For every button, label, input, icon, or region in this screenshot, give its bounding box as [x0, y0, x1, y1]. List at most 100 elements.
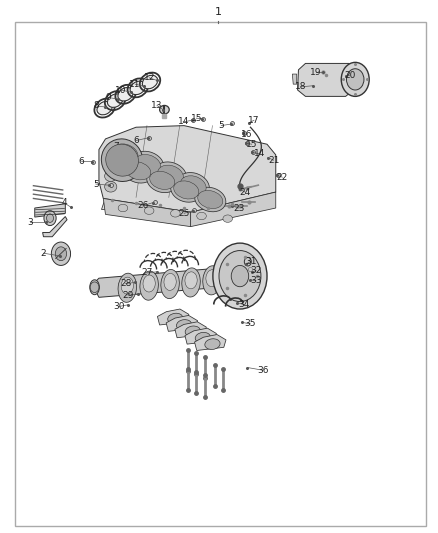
- Text: 3: 3: [28, 218, 33, 227]
- Text: 31: 31: [246, 257, 257, 265]
- Ellipse shape: [142, 75, 158, 89]
- Text: 23: 23: [233, 204, 244, 213]
- Ellipse shape: [170, 209, 180, 217]
- Text: 25: 25: [178, 209, 190, 218]
- Ellipse shape: [97, 101, 112, 115]
- Ellipse shape: [154, 162, 187, 188]
- Ellipse shape: [150, 171, 175, 189]
- Ellipse shape: [147, 168, 178, 192]
- Text: 36: 36: [257, 366, 268, 375]
- Ellipse shape: [105, 181, 117, 192]
- Ellipse shape: [177, 173, 209, 199]
- Ellipse shape: [182, 268, 200, 297]
- Polygon shape: [166, 316, 198, 332]
- Circle shape: [244, 257, 251, 266]
- Ellipse shape: [132, 151, 164, 177]
- Text: 21: 21: [268, 156, 279, 165]
- Polygon shape: [297, 63, 354, 96]
- Ellipse shape: [185, 272, 197, 289]
- Ellipse shape: [90, 280, 99, 295]
- Text: 32: 32: [251, 266, 262, 275]
- Text: 14: 14: [254, 149, 265, 158]
- Ellipse shape: [206, 270, 218, 287]
- Text: 33: 33: [251, 276, 262, 285]
- Text: 8: 8: [93, 101, 99, 110]
- Polygon shape: [175, 322, 206, 338]
- Text: 5: 5: [218, 121, 224, 130]
- Polygon shape: [101, 197, 141, 209]
- Text: 9: 9: [105, 93, 111, 102]
- Polygon shape: [103, 198, 191, 227]
- Text: 22: 22: [277, 173, 288, 182]
- Polygon shape: [157, 309, 189, 325]
- Ellipse shape: [118, 204, 128, 212]
- Ellipse shape: [118, 87, 133, 101]
- Text: 20: 20: [344, 70, 356, 79]
- Ellipse shape: [174, 181, 199, 199]
- Polygon shape: [35, 204, 65, 217]
- Ellipse shape: [195, 333, 211, 343]
- Circle shape: [346, 69, 364, 90]
- Ellipse shape: [161, 270, 179, 298]
- Circle shape: [231, 265, 249, 287]
- Ellipse shape: [105, 171, 117, 181]
- Ellipse shape: [135, 155, 161, 174]
- Ellipse shape: [158, 165, 184, 185]
- Text: 28: 28: [120, 279, 131, 288]
- Polygon shape: [191, 192, 276, 227]
- Ellipse shape: [126, 162, 151, 180]
- Circle shape: [219, 251, 261, 302]
- Text: 34: 34: [239, 300, 250, 309]
- Polygon shape: [42, 216, 67, 237]
- Text: 29: 29: [123, 290, 134, 300]
- Ellipse shape: [164, 273, 176, 290]
- Circle shape: [55, 247, 67, 261]
- Ellipse shape: [223, 215, 233, 222]
- Ellipse shape: [168, 313, 183, 324]
- Ellipse shape: [180, 176, 206, 196]
- Ellipse shape: [198, 190, 223, 208]
- Text: 10: 10: [116, 85, 127, 94]
- Text: 24: 24: [240, 188, 251, 197]
- Ellipse shape: [106, 144, 138, 176]
- Ellipse shape: [107, 94, 123, 107]
- Text: 16: 16: [241, 130, 253, 139]
- Text: 26: 26: [137, 201, 148, 211]
- Polygon shape: [99, 126, 276, 212]
- Ellipse shape: [203, 266, 221, 295]
- Ellipse shape: [205, 339, 220, 350]
- Text: 30: 30: [114, 302, 125, 311]
- Ellipse shape: [121, 277, 134, 294]
- Text: 1: 1: [215, 6, 222, 17]
- Circle shape: [51, 242, 71, 265]
- Circle shape: [90, 282, 99, 293]
- Ellipse shape: [130, 81, 145, 95]
- Ellipse shape: [197, 212, 206, 220]
- Ellipse shape: [177, 320, 192, 330]
- Ellipse shape: [140, 271, 159, 300]
- Circle shape: [341, 62, 369, 96]
- Ellipse shape: [109, 141, 141, 167]
- Text: 13: 13: [151, 101, 163, 110]
- Ellipse shape: [143, 275, 155, 292]
- Text: 19: 19: [310, 68, 321, 77]
- Circle shape: [213, 243, 267, 309]
- Ellipse shape: [185, 326, 201, 337]
- Polygon shape: [194, 335, 226, 351]
- Text: 15: 15: [246, 140, 258, 149]
- Ellipse shape: [123, 159, 154, 183]
- Text: 2: 2: [41, 249, 46, 258]
- Text: 18: 18: [295, 82, 307, 91]
- Ellipse shape: [171, 177, 202, 202]
- Circle shape: [44, 211, 56, 225]
- Text: 6: 6: [78, 157, 85, 166]
- Text: 12: 12: [144, 73, 155, 82]
- Polygon shape: [185, 328, 216, 344]
- Text: 4: 4: [61, 198, 67, 207]
- Text: 7: 7: [113, 142, 119, 151]
- Text: 15: 15: [191, 114, 202, 123]
- Circle shape: [46, 214, 53, 222]
- Text: 5: 5: [93, 180, 99, 189]
- Text: 14: 14: [177, 117, 189, 126]
- Ellipse shape: [145, 207, 154, 214]
